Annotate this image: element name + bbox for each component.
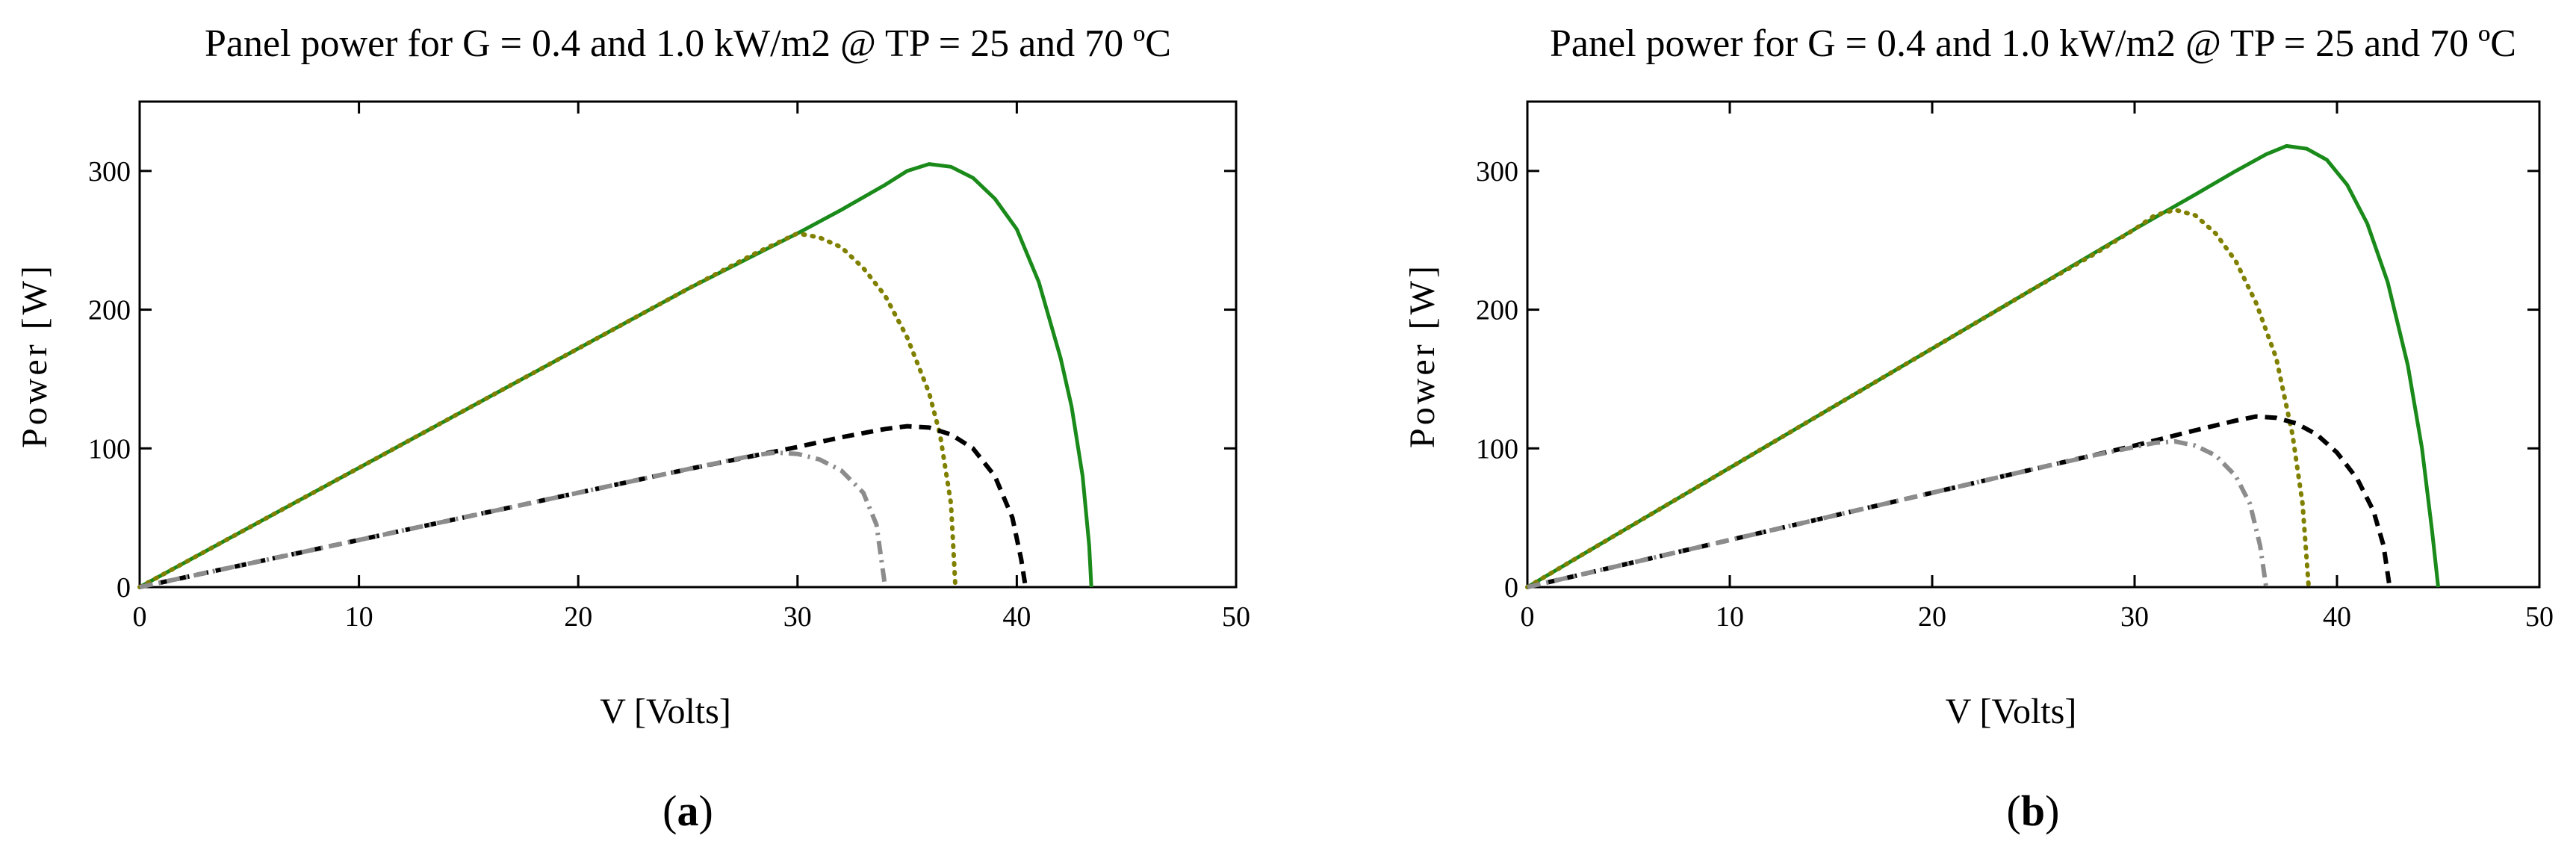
y-tick-label: 300 bbox=[1476, 156, 1518, 187]
series-line-1 bbox=[138, 162, 1093, 589]
chart-title: Panel power for G = 0.4 and 1.0 kW/m2 @ … bbox=[1550, 22, 2516, 65]
y-tick-label: 0 bbox=[117, 572, 131, 604]
x-tick-label: 50 bbox=[2525, 601, 2554, 633]
y-axis-label: Power [W] bbox=[1403, 263, 1442, 448]
y-axis-label: Power [W] bbox=[15, 263, 55, 448]
x-tick-label: 40 bbox=[2323, 601, 2351, 633]
series-line-2 bbox=[1525, 207, 2312, 589]
plot-frame bbox=[138, 100, 1238, 589]
y-tick-label: 200 bbox=[1476, 295, 1518, 326]
series-line-2 bbox=[137, 231, 958, 589]
y-tick-label: 100 bbox=[1476, 433, 1518, 465]
x-axis-label: V [Volts] bbox=[1946, 692, 2077, 731]
x-tick-label: 10 bbox=[345, 601, 373, 633]
series-line-4 bbox=[1527, 439, 2269, 589]
x-tick-label: 0 bbox=[1521, 601, 1535, 633]
series-line-1 bbox=[1526, 143, 2440, 589]
plot-frame bbox=[1526, 100, 2541, 589]
x-tick-label: 30 bbox=[783, 601, 812, 633]
x-tick-label: 20 bbox=[1918, 601, 1946, 633]
y-tick-label: 0 bbox=[1504, 572, 1518, 604]
chart-panel-2: Panel power for G = 0.4 and 1.0 kW/m2 @ … bbox=[1403, 22, 2554, 835]
panel-label: (b) bbox=[2007, 787, 2060, 835]
y-tick-label: 100 bbox=[88, 433, 131, 465]
x-tick-label: 50 bbox=[1222, 601, 1250, 633]
series-line-3 bbox=[1527, 414, 2392, 589]
x-tick-label: 20 bbox=[564, 601, 592, 633]
x-tick-label: 40 bbox=[1002, 601, 1031, 633]
x-tick-label: 0 bbox=[133, 601, 147, 633]
chart-title: Panel power for G = 0.4 and 1.0 kW/m2 @ … bbox=[205, 22, 1171, 65]
panel-label: (a) bbox=[662, 787, 713, 835]
x-tick-label: 30 bbox=[2120, 601, 2149, 633]
y-tick-label: 300 bbox=[88, 156, 131, 187]
x-tick-label: 10 bbox=[1716, 601, 1744, 633]
chart-panel-1: Panel power for G = 0.4 and 1.0 kW/m2 @ … bbox=[15, 22, 1250, 835]
series-line-4 bbox=[139, 450, 888, 589]
x-axis-label: V [Volts] bbox=[600, 692, 731, 731]
series-line-3 bbox=[139, 424, 1028, 589]
y-tick-label: 200 bbox=[88, 295, 131, 326]
